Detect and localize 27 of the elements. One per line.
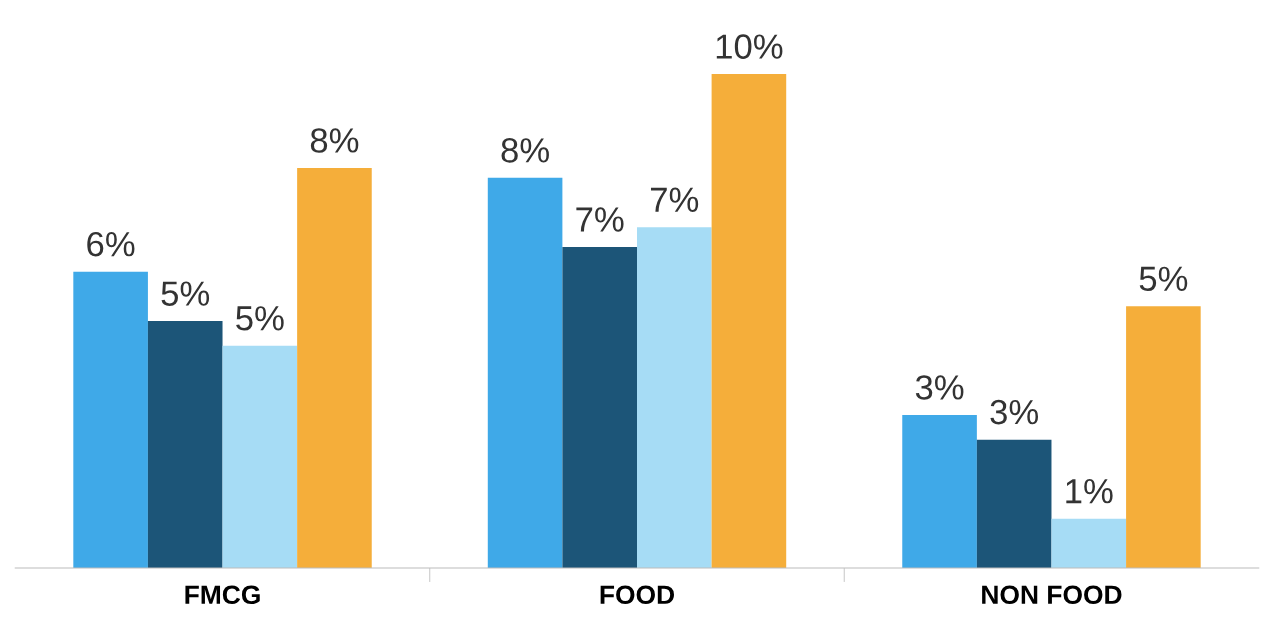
- data-label: 8%: [501, 138, 549, 163]
- data-label: 7%: [576, 207, 624, 232]
- bar: [562, 246, 637, 569]
- data-label: 1%: [1066, 479, 1113, 504]
- bar: [1126, 306, 1201, 569]
- bar: [73, 271, 148, 569]
- bar: [1051, 518, 1127, 569]
- data-label: 5%: [1139, 266, 1188, 292]
- data-label: 8%: [310, 128, 359, 153]
- bar: [222, 345, 298, 569]
- data-label: 3%: [915, 375, 964, 400]
- data-label: 7%: [650, 187, 699, 212]
- data-label: 5%: [161, 281, 210, 306]
- data-label: 6%: [87, 231, 135, 257]
- bar: [976, 439, 1052, 569]
- data-label: 3%: [990, 399, 1039, 425]
- bar: [487, 177, 563, 569]
- bar: [637, 227, 712, 569]
- bar: [902, 414, 977, 569]
- bar: [297, 167, 372, 569]
- x-tick-label: FOOD: [600, 585, 675, 605]
- data-label: 10%: [716, 34, 783, 59]
- x-tick-label: FMCG: [185, 585, 260, 605]
- bar: [147, 321, 223, 569]
- bar: [711, 74, 787, 569]
- x-tick-label: NON FOOD: [982, 585, 1122, 605]
- data-label: 5%: [236, 306, 284, 331]
